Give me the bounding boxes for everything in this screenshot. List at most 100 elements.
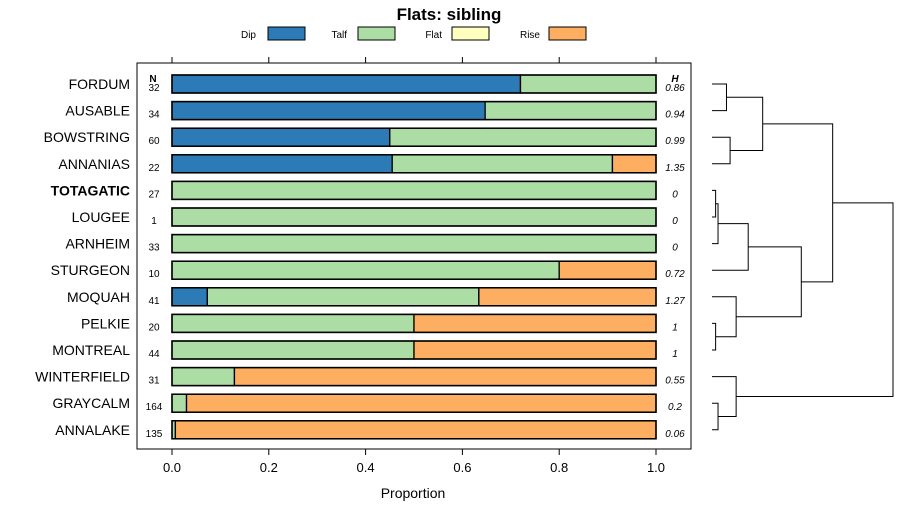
category-label-moquah: MOQUAH [67,289,130,305]
bar-fordum-outline [171,74,657,94]
dendrogram-link-12 [736,202,894,398]
dendrogram-link-3 [712,189,717,218]
bar-annanias-talf [391,154,614,174]
dendrogram-link-5 [712,223,749,271]
h-value-ausable: 0.94 [665,110,685,121]
bar-bowstring-dip [171,127,391,147]
category-labels: FORDUM 32 0.86 AUSABLE 34 0.94 BOWSTRING 60 0.99… [35,76,685,440]
category-label-sturgeon: STURGEON [51,262,130,278]
dendrogram-link-6 [712,322,717,351]
bar-pelkie-rise [413,313,657,334]
n-value-bowstring: 60 [148,136,160,147]
n-value-lougee: 1 [151,216,157,227]
category-label-graycalm: GRAYCALM [52,395,130,411]
bars [171,74,657,440]
x-tick-label-5: 1.0 [647,460,665,475]
category-label-montreal: MONTREAL [52,342,130,358]
legend-swatch-flat [451,26,490,41]
bar-graycalm-rise [185,393,657,413]
bar-moquah-dip [171,287,208,307]
h-value-moquah: 1.27 [665,296,685,307]
dendrogram-link-1 [712,136,731,165]
category-label-winterfield: WINTERFIELD [35,369,130,385]
bar-arnheim-talf [171,233,657,254]
bar-montreal-rise [413,340,657,360]
n-column-header: N [149,74,156,85]
dendrogram-link-11 [712,376,737,417]
bar-totagatic-outline [171,180,657,201]
n-value-fordum: 32 [148,83,160,94]
category-label-lougee: LOUGEE [72,209,130,225]
x-tick-label-2: 0.4 [357,460,375,475]
bar-moquah-rise [478,287,657,307]
h-value-bowstring: 0.99 [665,136,685,147]
h-column-header: H [671,74,679,85]
h-value-graycalm: 0.2 [668,402,682,413]
bar-ausable-outline [171,100,657,121]
bar-ausable-dip [171,100,486,121]
bar-lougee-outline [171,207,657,227]
x-tick-label-3: 0.6 [453,460,471,475]
bar-pelkie-talf [171,313,415,334]
n-value-arnheim: 33 [148,243,160,254]
dendrogram-link-10 [712,402,719,431]
category-label-annalake: ANNALAKE [55,422,130,438]
bar-pelkie-outline [171,313,657,334]
bar-montreal-outline [171,340,657,360]
bar-arnheim-outline [171,233,657,254]
h-value-fordum: 0.86 [665,83,685,94]
n-value-winterfield: 31 [148,376,160,387]
bar-winterfield-outline [171,366,657,387]
bar-winterfield-talf [171,366,236,387]
legend-label-rise: Rise [520,30,540,41]
x-tick-label-4: 0.8 [550,460,568,475]
bar-bowstring-outline [171,127,657,147]
bar-graycalm-outline [171,393,657,413]
bar-totagatic-talf [171,180,657,201]
category-label-fordum: FORDUM [69,76,130,92]
bar-annalake-rise [174,420,657,440]
bar-bowstring-talf [389,127,657,147]
bar-sturgeon-outline [171,260,657,280]
n-value-annalake: 135 [146,429,163,440]
dendrogram-link-0 [712,83,727,112]
x-axis: 0.0 0.2 0.4 0.6 0.8 1.0 [163,57,665,475]
h-value-annalake: 0.06 [665,429,685,440]
bar-moquah-outline [171,287,657,307]
category-label-ausable: AUSABLE [65,103,130,119]
legend-label-dip: Dip [241,30,256,41]
legend-label-talf: Talf [331,30,347,41]
n-value-annanias: 22 [148,163,160,174]
n-value-pelkie: 20 [148,322,160,333]
panel-border [136,62,692,450]
bar-lougee-talf [171,207,657,227]
h-value-lougee: 0 [672,216,678,227]
h-value-pelkie: 1 [672,322,678,333]
n-value-graycalm: 164 [146,402,163,413]
category-label-pelkie: PELKIE [81,315,130,331]
legend-swatch-rise [548,26,587,41]
bar-fordum-talf [519,74,657,94]
h-value-montreal: 1 [672,349,678,360]
h-value-sturgeon: 0.72 [665,269,685,280]
bar-annanias-rise [611,154,657,174]
n-value-sturgeon: 10 [148,269,160,280]
dendrogram-link-7 [712,296,737,338]
x-tick-label-1: 0.2 [260,460,278,475]
n-value-ausable: 34 [148,110,160,121]
legend-swatch-dip [267,26,306,41]
x-axis-title: Proportion [381,485,446,501]
bar-ausable-talf [484,100,657,121]
category-label-totagatic: TOTAGATIC [51,182,130,198]
bar-fordum-dip [171,74,522,94]
bar-graycalm-talf [171,393,188,413]
h-value-annanias: 1.35 [665,163,685,174]
dendrogram-link-8 [736,246,802,318]
legend: Dip Talf Flat Rise [241,26,587,41]
dendrogram-link-9 [762,123,834,283]
n-value-totagatic: 27 [148,189,160,200]
bar-annalake-outline [171,420,657,440]
legend-swatch-talf [357,26,396,41]
dendrogram [712,83,894,431]
